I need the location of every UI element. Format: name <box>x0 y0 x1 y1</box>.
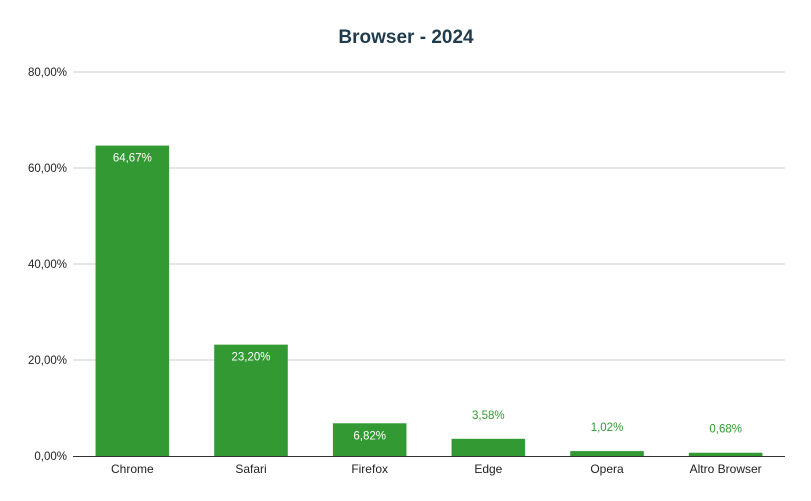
data-label: 23,20% <box>231 352 270 364</box>
data-label: 1,02% <box>591 422 624 434</box>
y-tick-label: 60,00% <box>28 163 67 175</box>
y-tick-label: 0,00% <box>34 451 67 463</box>
data-label: 0,68% <box>709 424 742 436</box>
bar-firefox <box>332 423 407 456</box>
bar-edge <box>451 438 526 456</box>
bar-safari <box>214 344 288 456</box>
x-category-label: Chrome <box>111 462 154 476</box>
data-labels: 64,67% 23,20% 6,82% 3,58% 1,02% 0,68% <box>113 153 742 443</box>
x-axis-categories: Chrome Safari Firefox Edge Opera Altro Browse… <box>111 462 762 476</box>
bars <box>95 145 763 457</box>
x-category-label: Opera <box>590 462 624 476</box>
x-category-label: Firefox <box>351 462 388 476</box>
data-label: 64,67% <box>113 153 152 165</box>
y-axis-ticks: 0,00% 20,00% 40,00% 60,00% 80,00% <box>28 67 67 463</box>
x-category-label: Safari <box>235 462 266 476</box>
bar-opera <box>570 451 644 456</box>
bar-altro-browser <box>688 452 763 456</box>
bar-chrome <box>95 145 170 457</box>
data-label: 3,58% <box>472 410 505 422</box>
gridlines <box>73 71 785 361</box>
data-label: 6,82% <box>353 430 386 442</box>
x-category-label: Altro Browser <box>690 462 762 476</box>
y-tick-label: 40,00% <box>28 259 67 271</box>
y-tick-label: 20,00% <box>28 355 67 367</box>
chart-title: Browser - 2024 <box>338 27 474 48</box>
x-category-label: Edge <box>474 462 502 476</box>
y-tick-label: 80,00% <box>28 67 67 79</box>
